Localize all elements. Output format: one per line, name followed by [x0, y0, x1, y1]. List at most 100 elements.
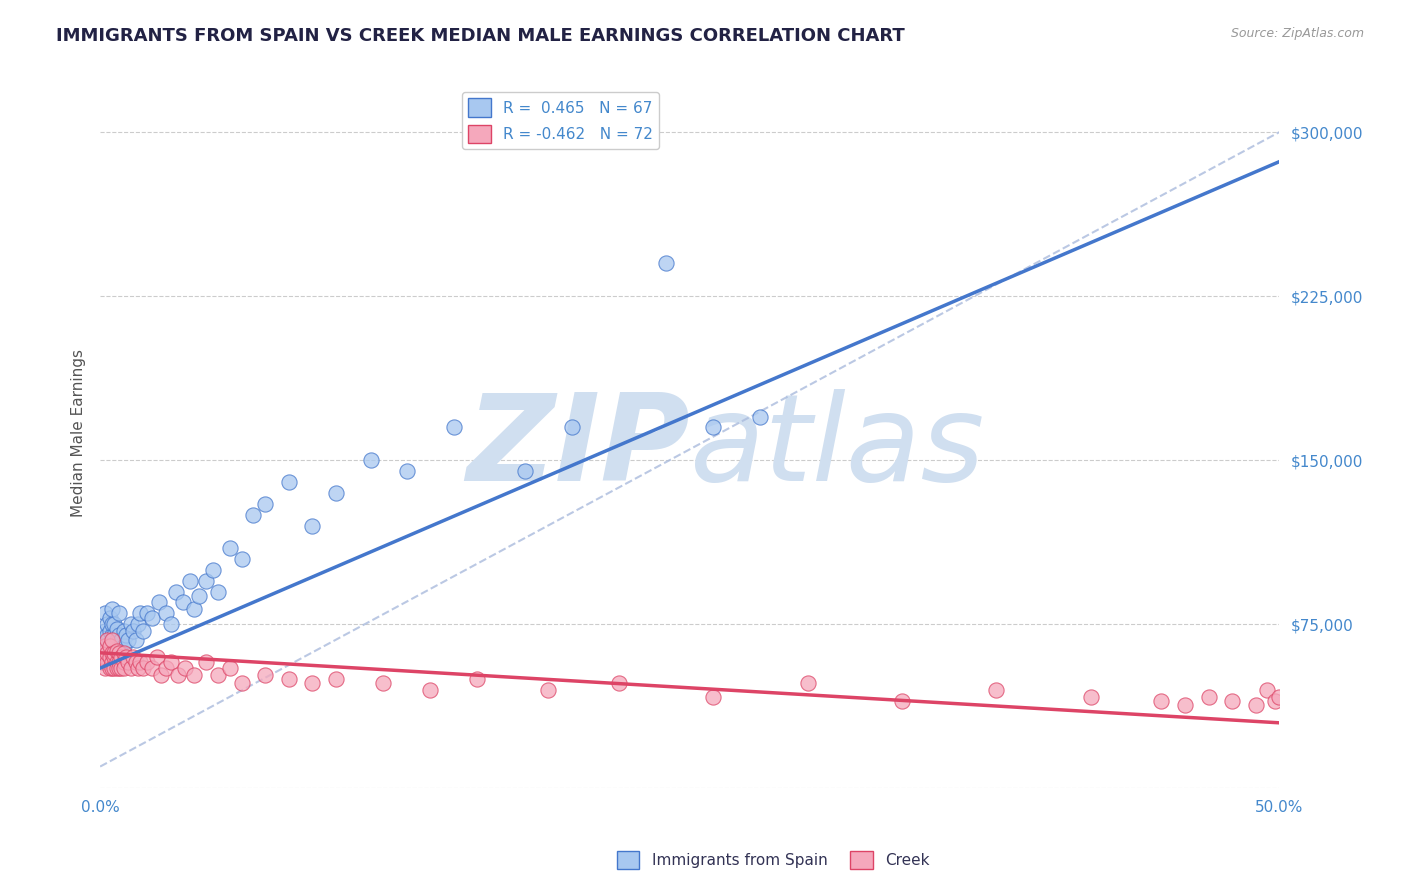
- Point: [94, 632, 117, 647]
- Point: [207, 584, 229, 599]
- Point: [112, 624, 135, 638]
- Point: [105, 643, 128, 657]
- Point: [101, 639, 124, 653]
- Point: [101, 655, 124, 669]
- Point: [165, 584, 187, 599]
- Point: [131, 624, 153, 638]
- Point: [108, 607, 131, 621]
- Point: [105, 632, 128, 647]
- Point: [141, 611, 163, 625]
- Point: [1080, 690, 1102, 704]
- Point: [179, 574, 201, 588]
- Point: [108, 655, 131, 669]
- Point: [98, 624, 121, 638]
- Point: [101, 650, 124, 665]
- Point: [1256, 683, 1278, 698]
- Point: [129, 607, 152, 621]
- Text: atlas: atlas: [690, 389, 986, 506]
- Point: [1220, 694, 1243, 708]
- Point: [325, 672, 347, 686]
- Point: [172, 595, 194, 609]
- Point: [105, 622, 128, 636]
- Point: [141, 661, 163, 675]
- Point: [155, 661, 177, 675]
- Point: [218, 541, 240, 555]
- Y-axis label: Median Male Earnings: Median Male Earnings: [72, 349, 86, 517]
- Point: [1198, 690, 1220, 704]
- Point: [148, 595, 170, 609]
- Point: [103, 646, 125, 660]
- Point: [325, 486, 347, 500]
- Point: [155, 607, 177, 621]
- Point: [419, 683, 441, 698]
- Point: [101, 646, 124, 660]
- Point: [467, 672, 489, 686]
- Point: [103, 628, 125, 642]
- Point: [110, 632, 132, 647]
- Point: [160, 617, 183, 632]
- Point: [101, 632, 124, 647]
- Point: [254, 497, 277, 511]
- Point: [103, 637, 125, 651]
- Point: [1174, 698, 1197, 713]
- Point: [242, 508, 264, 522]
- Point: [122, 624, 145, 638]
- Point: [122, 650, 145, 665]
- Point: [94, 624, 117, 638]
- Point: [103, 661, 125, 675]
- Point: [702, 420, 724, 434]
- Legend: R =  0.465   N = 67, R = -0.462   N = 72: R = 0.465 N = 67, R = -0.462 N = 72: [461, 92, 659, 149]
- Point: [145, 650, 167, 665]
- Point: [183, 602, 205, 616]
- Point: [561, 420, 583, 434]
- Point: [150, 667, 173, 681]
- Point: [98, 650, 121, 665]
- Point: [96, 655, 118, 669]
- Point: [607, 676, 630, 690]
- Point: [131, 661, 153, 675]
- Point: [105, 639, 128, 653]
- Point: [101, 661, 124, 675]
- Point: [91, 655, 114, 669]
- Point: [301, 676, 323, 690]
- Point: [103, 617, 125, 632]
- Point: [890, 694, 912, 708]
- Point: [103, 646, 125, 660]
- Point: [91, 646, 114, 660]
- Point: [105, 655, 128, 669]
- Point: [655, 256, 678, 270]
- Point: [796, 676, 818, 690]
- Point: [98, 639, 121, 653]
- Point: [105, 661, 128, 675]
- Point: [301, 519, 323, 533]
- Point: [120, 661, 142, 675]
- Point: [174, 661, 197, 675]
- Point: [277, 475, 299, 490]
- Point: [94, 607, 117, 621]
- Point: [112, 639, 135, 653]
- Point: [101, 602, 124, 616]
- Point: [105, 650, 128, 665]
- Point: [110, 646, 132, 660]
- Point: [371, 676, 394, 690]
- Point: [1150, 694, 1173, 708]
- Point: [98, 655, 121, 669]
- Point: [202, 563, 225, 577]
- Point: [749, 409, 772, 424]
- Point: [115, 628, 138, 642]
- Point: [136, 607, 159, 621]
- Point: [277, 672, 299, 686]
- Point: [96, 639, 118, 653]
- Point: [231, 551, 253, 566]
- Text: ZIP: ZIP: [465, 389, 690, 506]
- Point: [108, 639, 131, 653]
- Point: [117, 632, 139, 647]
- Point: [1264, 694, 1286, 708]
- Point: [986, 683, 1008, 698]
- Point: [108, 628, 131, 642]
- Point: [115, 650, 138, 665]
- Point: [127, 661, 149, 675]
- Point: [98, 639, 121, 653]
- Point: [395, 464, 418, 478]
- Point: [110, 661, 132, 675]
